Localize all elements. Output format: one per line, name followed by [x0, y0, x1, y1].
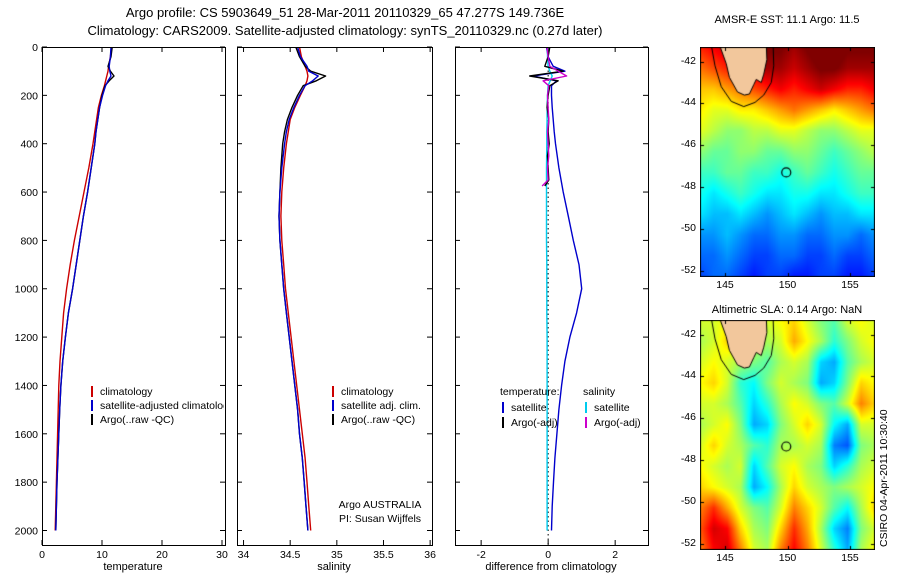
figure-title-line2: Climatology: CARS2009. Satellite-adjuste… — [87, 23, 603, 38]
difference-profile-panel: -2 0 2 temperature: satellite Argo(-adj) salin… — [455, 46, 649, 561]
sst-map — [700, 47, 875, 277]
lat-tick-label: -50 — [680, 494, 696, 507]
legend-label: Argo(-adj) — [594, 417, 641, 429]
legend-label: Argo(-adj) — [511, 417, 558, 429]
temperature-profile-series-climatology — [54, 48, 113, 531]
legend-label: Argo(..raw -QC) — [100, 414, 174, 426]
temperature-profile-series-satellite-adjusted-climatology — [55, 48, 112, 531]
lat-tick-label: -46 — [680, 138, 696, 151]
salinity-profile-series-satellite-adj-clim — [278, 48, 319, 531]
x-tick-label: 36 — [424, 549, 436, 561]
x-tick-label: 30 — [216, 549, 228, 561]
lat-tick-label: -44 — [680, 369, 696, 382]
x-tick-label: 34.5 — [280, 549, 301, 561]
legend-label: climatology — [100, 386, 153, 398]
legend-header: salinity — [583, 386, 616, 398]
sla-map-title: Altimetric SLA: 0.14 Argo: NaN — [711, 304, 863, 316]
difference-profile-series-salinity-argo-adj — [541, 48, 568, 187]
x-tick-label: 35 — [331, 549, 343, 561]
sst-map-title: AMSR-E SST: 11.1 Argo: 11.5 — [714, 14, 860, 26]
depth-tick-label: 200 — [20, 90, 38, 102]
x-tick-label: 35.5 — [373, 549, 394, 561]
depth-tick-label: 1400 — [15, 380, 39, 392]
x-tick-label: -2 — [476, 549, 485, 561]
difference-axis-label: difference from climatology — [485, 561, 617, 573]
depth-tick-label: 400 — [20, 139, 38, 151]
lat-tick-label: -50 — [680, 221, 696, 234]
depth-tick-label: 1600 — [15, 429, 39, 441]
legend-label: climatology — [341, 386, 394, 398]
lon-tick-label: 155 — [841, 552, 859, 564]
lat-tick-label: -52 — [680, 536, 696, 549]
legend-label: satellite — [594, 402, 630, 414]
x-tick-label: 10 — [96, 549, 108, 561]
lat-tick-label: -44 — [680, 96, 696, 109]
lat-tick-label: -46 — [680, 411, 696, 424]
panel-annotation: Argo AUSTRALIA — [339, 499, 422, 511]
x-tick-label: 20 — [156, 549, 168, 561]
lat-tick-label: -42 — [680, 327, 696, 340]
legend-label: satellite — [511, 402, 547, 414]
x-tick-label: 0 — [39, 549, 45, 561]
legend-header: temperature: — [500, 386, 560, 398]
lat-tick-label: -48 — [680, 453, 696, 466]
difference-profile-series-salinity-satellite — [545, 48, 553, 531]
csiro-timestamp: CSIRO 04-Apr-2011 10:30:40 — [878, 409, 890, 547]
legend-label: satellite adj. clim. — [341, 400, 421, 412]
salinity-axis-label: salinity — [317, 561, 351, 573]
salinity-profile-panel: 34 34.5 35 35.5 36 climatology satellite adj. … — [237, 46, 436, 561]
legend-label: satellite-adjusted climatology — [100, 400, 235, 412]
depth-tick-label: 2000 — [15, 525, 39, 537]
depth-tick-label: 0 — [32, 42, 38, 54]
lat-tick-label: -42 — [680, 54, 696, 67]
panel-annotation: PI: Susan Wijffels — [339, 513, 421, 525]
depth-tick-label: 1800 — [15, 477, 39, 489]
legend-label: Argo(..raw -QC) — [341, 414, 415, 426]
lat-tick-label: -48 — [680, 180, 696, 193]
depth-tick-label: 1000 — [15, 284, 39, 296]
lon-tick-label: 150 — [778, 279, 797, 291]
depth-tick-label: 1200 — [15, 332, 39, 344]
lat-tick-label: -52 — [680, 263, 696, 276]
salinity-profile-series-climatology — [280, 48, 312, 531]
lon-tick-label: 145 — [716, 552, 734, 564]
x-tick-label: 2 — [612, 549, 618, 561]
x-tick-label: 34 — [238, 549, 250, 561]
depth-tick-label: 600 — [20, 187, 38, 199]
sla-map — [700, 320, 875, 550]
temperature-profile-panel: 0 10 20 30 0 200 400 600 800 1000 1200 1400 1600 1800… — [15, 42, 235, 561]
lon-tick-label: 150 — [778, 552, 797, 564]
lon-tick-label: 155 — [841, 279, 859, 291]
depth-tick-label: 800 — [20, 235, 38, 247]
lon-tick-label: 145 — [716, 279, 734, 291]
x-tick-label: 0 — [545, 549, 551, 561]
figure-title-line1: Argo profile: CS 5903649_51 28-Mar-2011 … — [125, 5, 565, 20]
temperature-axis-label: temperature — [103, 561, 163, 573]
